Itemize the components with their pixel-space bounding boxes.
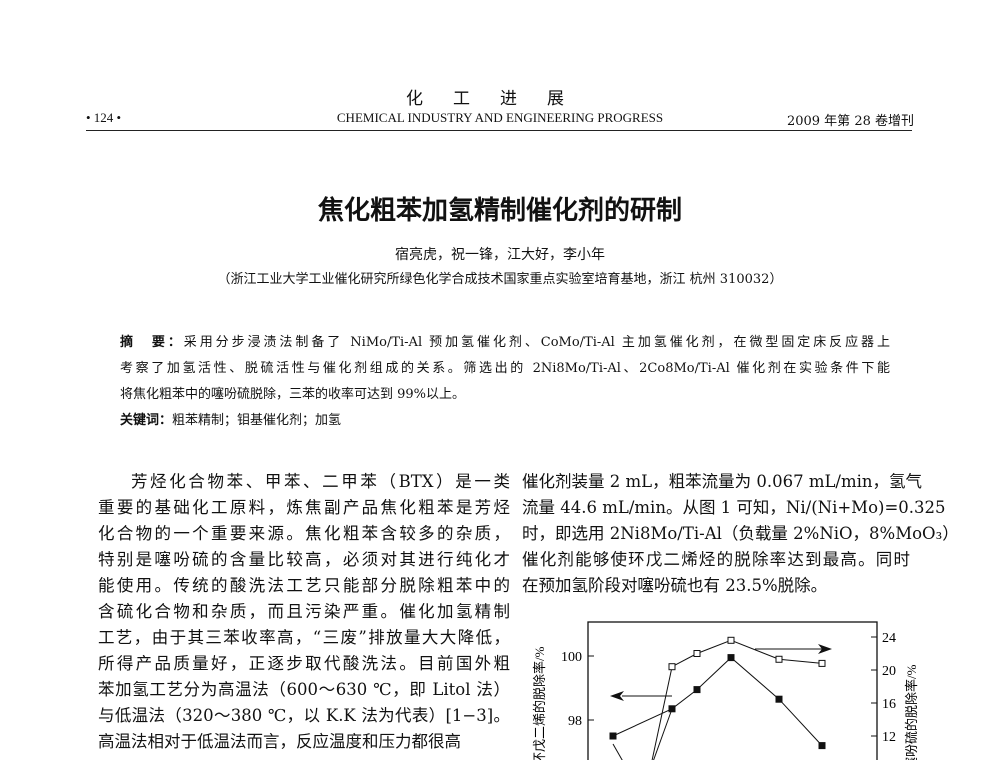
journal-title-en: CHEMICAL INDUSTRY AND ENGINEERING PROGRE… xyxy=(336,110,664,125)
keywords: 关键词：粗苯精制；钼基催化剂；加氢 xyxy=(120,413,342,428)
paragraph-line: 含硫化合物和杂质，而且污染严重。催化加氢精制 xyxy=(98,602,510,621)
page-number: • 124 • xyxy=(86,110,122,125)
left-tick-label: 98 xyxy=(568,714,582,729)
abstract-line: 考察了加氢活性、脱硫活性与催化剂组成的关系。筛选出的 2Ni8Mo/Ti-Al、… xyxy=(120,361,890,376)
right-tick-label: 20 xyxy=(882,664,896,679)
left-tick-label: 100 xyxy=(561,650,582,665)
paragraph-line: 特别是噻吩硫的含量比较高，必须对其进行纯化才 xyxy=(98,550,510,569)
paragraph-line: 工艺，由于其三苯收率高，“三废”排放量大大降低， xyxy=(98,628,510,647)
data-point-open xyxy=(775,655,783,663)
right-tick-label: 12 xyxy=(882,730,896,745)
data-point-open xyxy=(727,636,735,644)
data-point-open xyxy=(693,650,701,657)
left-arrow-icon xyxy=(610,691,624,701)
right-tick-label: 24 xyxy=(882,631,896,646)
authors: 宿亮虎，祝一锋，江大好，李小年 xyxy=(395,247,605,263)
right-arrow-icon xyxy=(818,644,832,654)
paragraph-line: 化合物的一个重要来源。焦化粗苯含较多的杂质， xyxy=(98,524,510,543)
series-left-line-extension xyxy=(612,743,623,760)
paragraph-line: 芳烃化合物苯、甲苯、二甲苯（BTX）是一类 xyxy=(131,472,510,491)
paragraph-line: 重要的基础化工原料，炼焦副产品焦化粗苯是芳烃 xyxy=(98,498,510,517)
data-point-filled xyxy=(668,705,676,713)
data-point-open xyxy=(818,659,826,667)
plot-frame xyxy=(587,621,878,760)
series-right-line-extension xyxy=(651,666,673,760)
series-left-line xyxy=(612,656,823,746)
paragraph-line: 高温法相对于低温法而言，反应温度和压力都很高 xyxy=(98,732,461,751)
figure-1-chart: 98 100 12 16 20 24 环戊二烯的脱除率/% 噻吩硫的脱除率/% xyxy=(532,621,919,760)
paragraph-line: 流量 44.6 mL/min。从图 1 可知，Ni/(Ni+Mo)=0.325 xyxy=(522,498,946,517)
paragraph-line: 与低温法（320～380 ℃，以 K.K 法为代表）[1−3]。 xyxy=(98,706,510,725)
abstract-line: 将焦化粗苯中的噻吩硫脱除，三苯的收率可达到 99%以上。 xyxy=(120,387,466,402)
paragraph-line: 能使用。传统的酸洗法工艺只能部分脱除粗苯中的 xyxy=(98,576,510,595)
data-point-open xyxy=(668,663,676,671)
header-rule xyxy=(86,130,912,131)
journal-title-cn: 化工进展 xyxy=(406,89,594,109)
data-point-filled xyxy=(727,654,735,662)
paragraph-line: 时，即选用 2Ni8Mo/Ti-Al（负载量 2%NiO，8%MoO₃） xyxy=(522,524,959,543)
abstract-line: 摘 要：采用分步浸渍法制备了 NiMo/Ti-Al 预加氢催化剂、CoMo/Ti… xyxy=(120,335,890,350)
data-point-filled xyxy=(609,732,617,740)
left-axis-label: 环戊二烯的脱除率/% xyxy=(532,646,547,760)
abstract-label: 摘 要： xyxy=(120,335,184,350)
paragraph-line: 催化剂能够使环戊二烯烃的脱除率达到最高。同时 xyxy=(522,550,910,569)
right-axis-label: 噻吩硫的脱除率/% xyxy=(904,664,919,760)
article-title: 焦化粗苯加氢精制催化剂的研制 xyxy=(317,196,682,226)
issue-info: 2009 年第 28 卷增刊 xyxy=(786,114,914,129)
paragraph-line: 在预加氢阶段对噻吩硫也有 23.5%脱除。 xyxy=(522,576,828,595)
right-tick-label: 16 xyxy=(882,697,896,712)
data-point-filled xyxy=(693,686,701,694)
paragraph-line: 苯加氢工艺分为高温法（600～630 ℃，即 Litol 法） xyxy=(98,680,510,699)
paragraph-line: 所得产品质量好，正逐步取代酸洗法。目前国外粗 xyxy=(98,654,510,673)
affiliation: （浙江工业大学工业催化研究所绿色化学合成技术国家重点实验室培育基地，浙江 杭州 … xyxy=(217,272,783,287)
keywords-label: 关键词： xyxy=(120,413,173,428)
data-point-filled xyxy=(775,695,783,703)
data-point-filled xyxy=(818,742,826,750)
paragraph-line: 催化剂装量 2 mL，粗苯流量为 0.067 mL/min，氢气 xyxy=(522,472,923,491)
